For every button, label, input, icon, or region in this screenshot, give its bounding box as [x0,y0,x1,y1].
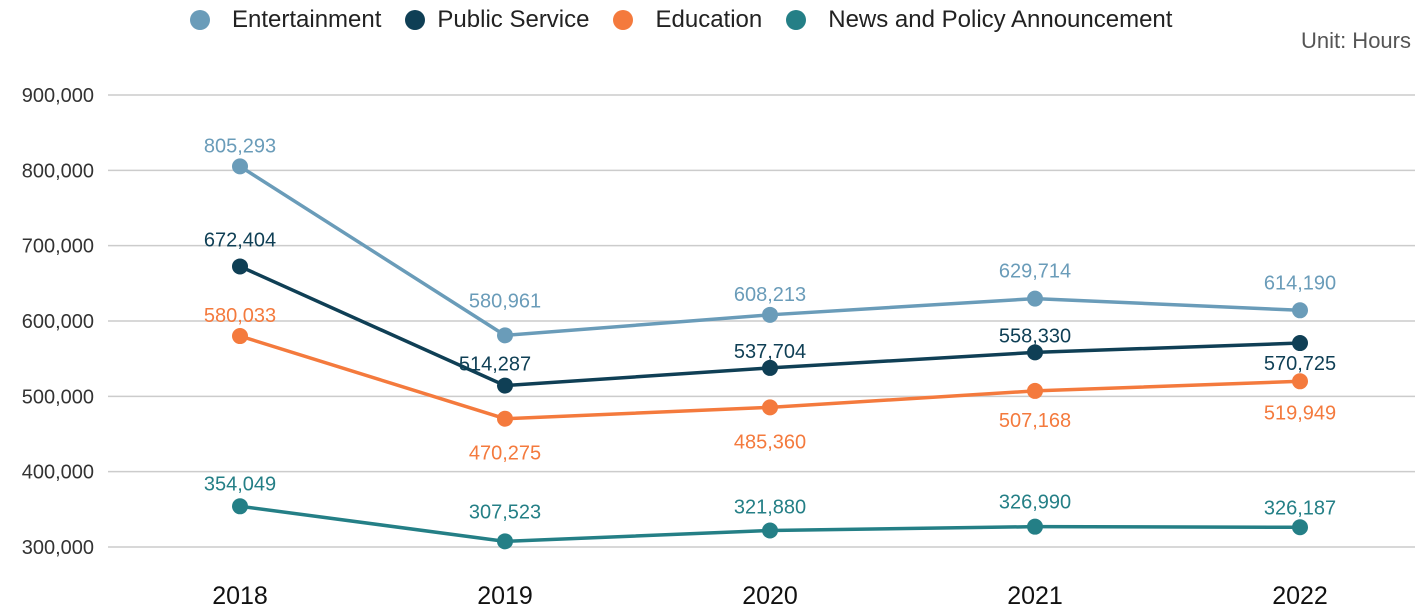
data-point [762,399,778,416]
data-label: 805,293 [204,135,276,157]
y-tick-label: 400,000 [22,462,94,484]
data-label: 580,961 [469,290,541,312]
data-label: 326,187 [1264,497,1336,519]
data-point [232,328,248,345]
x-tick-label: 2022 [1272,582,1328,609]
data-point [1027,518,1043,535]
legend-marker [786,10,807,30]
data-label: 326,990 [999,492,1071,514]
data-point [762,359,778,376]
data-point [497,533,513,550]
data-label: 672,404 [204,229,276,251]
x-tick-label: 2018 [212,582,268,609]
legend-item-news: News and Policy Announcement [786,6,1172,34]
data-label: 629,714 [999,261,1071,283]
data-point [1292,335,1308,352]
y-tick-label: 700,000 [22,236,94,258]
data-point [1292,373,1308,390]
data-label: 321,880 [734,497,806,519]
data-point [1027,382,1043,399]
legend-label: Entertainment [232,6,382,33]
data-label: 470,275 [469,443,541,465]
x-tick-label: 2021 [1007,582,1063,609]
data-point [232,258,248,275]
y-tick-label: 900,000 [22,85,94,107]
data-label: 507,168 [999,410,1071,432]
data-point [1027,290,1043,307]
x-tick-label: 2019 [477,582,533,609]
data-point [497,410,513,427]
legend-item-public-service: Public Service [405,6,589,34]
data-point [497,377,513,394]
data-point [1292,302,1308,319]
data-label: 519,949 [1264,402,1336,424]
legend-label: News and Policy Announcement [828,6,1173,33]
y-tick-label: 600,000 [22,311,94,333]
data-point [232,158,248,175]
data-label: 307,523 [469,501,541,523]
data-point [762,306,778,323]
data-point [1027,344,1043,361]
data-label: 537,704 [734,341,806,363]
x-tick-label: 2020 [742,582,798,609]
data-label: 570,725 [1264,353,1336,375]
y-tick-label: 800,000 [22,160,94,182]
unit-label: Unit: Hours [1300,28,1411,53]
data-label: 514,287 [459,354,531,376]
data-point [1292,519,1308,536]
legend-marker [190,10,210,30]
y-tick-label: 300,000 [22,537,94,559]
data-label: 608,213 [734,284,806,306]
data-point [232,498,248,515]
legend-item-education: Education [613,6,762,34]
chart-legend: Entertainment Public Service Education N… [190,6,1196,34]
legend-marker [405,10,426,30]
data-label: 614,190 [1264,272,1336,294]
data-label: 580,033 [204,305,276,327]
legend-label: Public Service [437,6,590,33]
legend-item-entertainment: Entertainment [190,6,381,34]
data-label: 485,360 [734,431,806,453]
data-label: 558,330 [999,325,1071,347]
data-point [497,327,513,344]
data-point [762,522,778,539]
y-tick-label: 500,000 [22,386,94,408]
data-label: 354,049 [204,473,276,495]
legend-label: Education [655,6,763,33]
legend-marker [613,10,634,30]
